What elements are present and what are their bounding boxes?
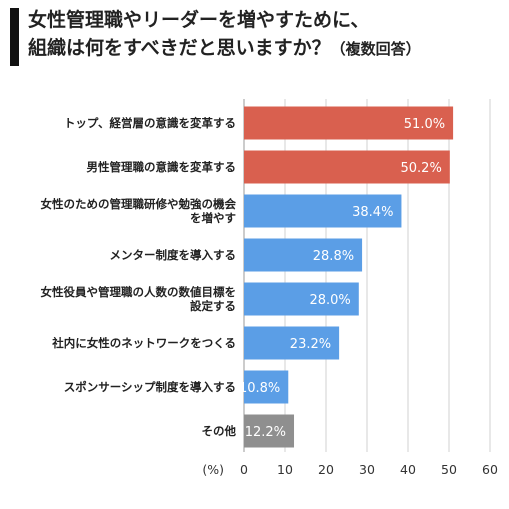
chart-title-note: （複数回答） [330, 40, 421, 58]
tick-label-30: 30 [359, 462, 375, 477]
category-label-4-line1: 設定する [190, 299, 236, 313]
value-label-5: 23.2% [290, 337, 331, 352]
category-label-2-line0: 女性のための管理職研修や勉強の機会 [41, 197, 237, 211]
bar-7 [244, 414, 295, 448]
tick-label-60: 60 [482, 462, 498, 477]
category-label-0: トップ、経営層の意識を変革する [64, 116, 236, 130]
category-label-2-line1: を増やす [190, 211, 236, 225]
category-label-7: その他 [202, 424, 237, 438]
chart-title-line1: 女性管理職やリーダーを増やすために、 [28, 9, 370, 31]
chart-title-question: 組織は何をすべきだと思いますか？ [28, 37, 331, 59]
bar-0 [244, 106, 454, 140]
title-accent-bar [10, 8, 19, 66]
tick-label-0: 0 [240, 462, 248, 477]
category-label-5: 社内に女性のネットワークをつくる [51, 336, 236, 350]
tick-label-40: 40 [400, 462, 416, 477]
category-label-6: スポンサーシップ制度を導入する [64, 380, 236, 394]
tick-label-10: 10 [277, 462, 293, 477]
category-label-3: メンター制度を導入する [110, 248, 237, 262]
bar-5 [244, 326, 340, 360]
chart-title: 女性管理職やリーダーを増やすために、 組織は何をすべきだと思いますか？（複数回答… [28, 7, 503, 64]
value-label-0: 51.0% [404, 117, 445, 132]
unit-label: (%) [202, 462, 224, 477]
value-label-4: 28.0% [309, 293, 350, 308]
tick-label-50: 50 [441, 462, 457, 477]
category-label-1: 男性管理職の意識を変革する [87, 160, 237, 174]
value-label-1: 50.2% [401, 161, 442, 176]
value-label-3: 28.8% [313, 249, 354, 264]
tick-label-20: 20 [318, 462, 334, 477]
bar-6 [244, 370, 289, 404]
value-label-2: 38.4% [352, 205, 393, 220]
bar-1 [244, 150, 450, 184]
bar-2 [244, 194, 402, 228]
category-label-4-line0: 女性役員や管理職の人数の数値目標を [41, 285, 237, 299]
value-label-7: 12.2% [245, 425, 286, 440]
chart-title-line2: 組織は何をすべきだと思いますか？（複数回答） [28, 34, 503, 64]
value-label-6: 10.8% [239, 381, 280, 396]
bar-4 [244, 282, 359, 316]
bar-3 [244, 238, 363, 272]
